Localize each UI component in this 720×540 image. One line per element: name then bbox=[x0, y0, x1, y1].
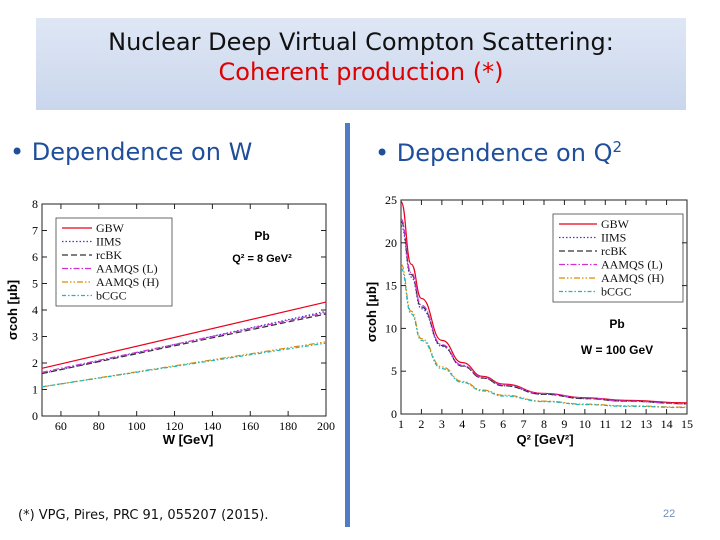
x-tick-label: 60 bbox=[55, 419, 67, 433]
legend-label: bCGC bbox=[96, 289, 127, 303]
legend-label: rcBK bbox=[96, 248, 122, 262]
y-tick-label: 0 bbox=[32, 409, 38, 423]
bullet-symbol: • bbox=[10, 138, 25, 166]
y-tick-label: 10 bbox=[385, 321, 397, 335]
x-tick-label: 7 bbox=[521, 417, 527, 431]
legend-label: IIMS bbox=[96, 235, 121, 249]
series-line-iims bbox=[41, 310, 327, 375]
legend-label: AAMQS (L) bbox=[601, 258, 663, 272]
x-tick-label: 11 bbox=[600, 417, 612, 431]
x-tick-label: 4 bbox=[459, 417, 465, 431]
x-tick-label: 180 bbox=[279, 419, 297, 433]
y-tick-label: 20 bbox=[385, 236, 397, 250]
annotation-kinematics: W = 100 GeV bbox=[581, 343, 653, 357]
bullet-q2-sup: 2 bbox=[612, 138, 623, 156]
series-line-rcbk bbox=[41, 313, 327, 375]
x-tick-label: 13 bbox=[640, 417, 652, 431]
annotation-nucleus: Pb bbox=[254, 229, 269, 243]
annotation-kinematics: Q² = 8 GeV² bbox=[232, 253, 292, 265]
y-tick-label: 0 bbox=[391, 407, 397, 421]
y-axis-label: σcoh [μb] bbox=[364, 282, 379, 342]
legend-box bbox=[55, 217, 173, 307]
legend-label: AAMQS (H) bbox=[601, 271, 664, 285]
legend-label: GBW bbox=[601, 217, 630, 231]
slide-title: Nuclear Deep Virtual Compton Scattering: bbox=[108, 28, 614, 56]
x-tick-label: 10 bbox=[579, 417, 591, 431]
y-tick-label: 8 bbox=[32, 197, 38, 211]
legend-label: IIMS bbox=[601, 231, 626, 245]
legend-label: bCGC bbox=[601, 285, 632, 299]
x-tick-label: 12 bbox=[620, 417, 632, 431]
x-tick-label: 15 bbox=[681, 417, 693, 431]
bullet-w-text: Dependence on W bbox=[31, 138, 253, 166]
footnote-reference: (*) VPG, Pires, PRC 91, 055207 (2015). bbox=[18, 508, 269, 523]
x-tick-label: 3 bbox=[439, 417, 445, 431]
x-axis-label: W [GeV] bbox=[163, 432, 214, 447]
y-tick-label: 1 bbox=[32, 383, 38, 397]
legend-label: AAMQS (H) bbox=[96, 275, 159, 289]
series-line-gbw bbox=[41, 301, 327, 369]
annotation-nucleus: Pb bbox=[609, 317, 624, 331]
bullet-q2-text: Dependence on Q bbox=[396, 139, 613, 167]
x-tick-label: 160 bbox=[241, 419, 259, 433]
chart-w-dependence: 60 80 100 120 140 160 180 200 0 1 2 3 4 5 6 7 8 GBWIIMSr… bbox=[5, 197, 335, 447]
x-tick-label: 1 bbox=[398, 417, 404, 431]
slide-subtitle: Coherent production (*) bbox=[218, 58, 504, 86]
y-axis-label: σcoh [μb] bbox=[5, 280, 20, 340]
x-axis-label: Q² [GeV²] bbox=[516, 432, 573, 447]
legend-box bbox=[552, 213, 684, 303]
x-tick-label: 2 bbox=[418, 417, 424, 431]
page-number: 22 bbox=[663, 508, 676, 520]
series-line-bcgc bbox=[41, 342, 327, 388]
x-tick-label: 9 bbox=[561, 417, 567, 431]
y-tick-label: 5 bbox=[32, 277, 38, 291]
x-tick-label: 5 bbox=[480, 417, 486, 431]
y-tick-label: 2 bbox=[32, 356, 38, 370]
x-tick-label: 120 bbox=[166, 419, 184, 433]
title-banner: Nuclear Deep Virtual Compton Scattering:… bbox=[36, 18, 686, 110]
x-tick-label: 200 bbox=[317, 419, 335, 433]
y-tick-label: 25 bbox=[385, 193, 397, 207]
x-tick-label: 8 bbox=[541, 417, 547, 431]
legend-label: GBW bbox=[96, 221, 125, 235]
bullet-symbol: • bbox=[375, 139, 390, 167]
y-tick-label: 4 bbox=[32, 303, 38, 317]
bullet-q2-dependence: • Dependence on Q2 bbox=[375, 138, 622, 167]
x-tick-label: 80 bbox=[93, 419, 105, 433]
bullet-w-dependence: • Dependence on W bbox=[10, 138, 252, 166]
series-line-aamqs-l bbox=[41, 312, 327, 373]
y-tick-label: 15 bbox=[385, 279, 397, 293]
series-line-aamqs-l bbox=[400, 218, 688, 405]
x-tick-label: 14 bbox=[661, 417, 673, 431]
y-tick-label: 6 bbox=[32, 250, 38, 264]
x-tick-label: 100 bbox=[128, 419, 146, 433]
x-tick-label: 140 bbox=[203, 419, 221, 433]
legend-label: rcBK bbox=[601, 244, 627, 258]
series-line-bcgc bbox=[400, 267, 688, 409]
y-tick-label: 5 bbox=[391, 364, 397, 378]
legend-label: AAMQS (L) bbox=[96, 262, 158, 276]
y-tick-label: 7 bbox=[32, 224, 38, 238]
x-tick-label: 6 bbox=[500, 417, 506, 431]
column-divider bbox=[345, 123, 350, 527]
y-tick-label: 3 bbox=[32, 330, 38, 344]
